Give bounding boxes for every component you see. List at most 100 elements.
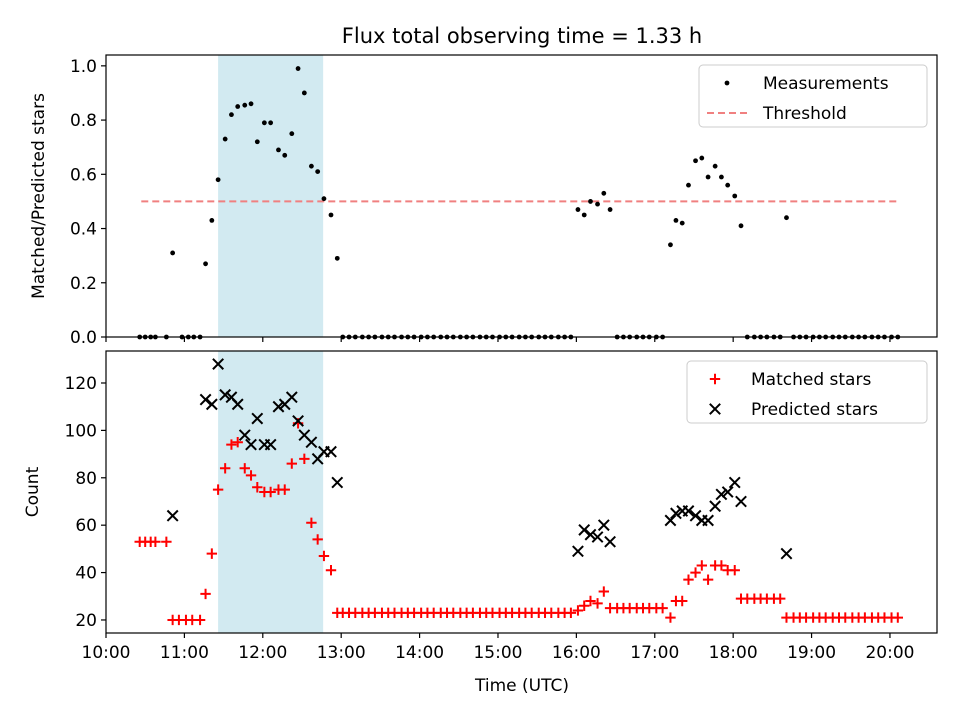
y-tick-label: 0.4 (70, 220, 97, 240)
y-tick-label: 0.0 (70, 328, 97, 348)
legend-label: Threshold (762, 104, 847, 124)
predicted-star-point (325, 445, 337, 458)
x-tick-label: 12:00 (238, 643, 287, 663)
matched-star-point (232, 437, 243, 448)
predicted-star-point (305, 436, 318, 449)
matched-star-point (245, 470, 257, 481)
bottom-ylabel: Count (23, 466, 43, 517)
predicted-star-point (572, 545, 584, 558)
y-tick-label: 40 (75, 564, 97, 584)
predicted-star-point (238, 429, 251, 442)
matched-star-point (775, 593, 786, 604)
top-ylabel: Matched/Predicted stars (29, 93, 49, 299)
measurement-point (328, 212, 334, 218)
x-tick-label: 14:00 (395, 643, 444, 663)
predicted-star-point (205, 398, 218, 411)
x-tick-label: 13:00 (317, 643, 366, 663)
matched-star-point (150, 536, 161, 547)
top-panel: 0.0 0.2 0.4 0.6 0.8 1.0 Matched/Predicted sta… (29, 54, 938, 348)
measurement-point (242, 102, 248, 108)
predicted-star-point (728, 476, 741, 489)
predicted-star-point (331, 476, 344, 489)
measurement-point (254, 139, 260, 145)
x-tick-label: 10:00 (82, 643, 131, 663)
legend-box (686, 360, 928, 424)
predicted-star-point (245, 438, 257, 451)
measurement-point (229, 112, 234, 118)
matched-star-point (219, 463, 231, 474)
measurement-point (725, 182, 731, 188)
legend-box (698, 64, 928, 128)
chart-title: Flux total observing time = 1.33 h (342, 24, 702, 48)
y-tick-label: 60 (75, 516, 97, 536)
measurement-point (686, 182, 691, 188)
measurement-point (321, 196, 327, 202)
measurement-point (276, 147, 281, 153)
matched-star-point (690, 567, 701, 578)
measurement-point (732, 193, 738, 199)
predicted-star-point (702, 514, 714, 527)
shaded-span (218, 55, 324, 337)
measurement-point (693, 158, 698, 164)
matched-star-point (696, 560, 708, 571)
measurement-point (215, 177, 221, 183)
predicted-star-point (591, 531, 604, 543)
predicted-star-point (272, 400, 285, 413)
matched-star-point (683, 574, 694, 585)
matched-star-point (729, 565, 740, 576)
measurement-point (607, 207, 613, 212)
x-tick-label: 18:00 (709, 643, 758, 663)
predicted-star-point (264, 438, 277, 451)
measurement-point (334, 255, 340, 261)
matched-star-point (206, 548, 218, 559)
predicted-star-point (584, 528, 597, 541)
y-tick-label: 0.8 (70, 111, 97, 131)
matched-star-point (585, 595, 596, 607)
x-tick-label: 20:00 (865, 643, 914, 663)
measurement-point (203, 261, 208, 267)
matched-star-point (194, 614, 206, 626)
legend-measurements-marker (724, 80, 730, 86)
y-tick-label: 0.6 (70, 165, 97, 185)
matched-star-point (716, 560, 727, 571)
measurement-point (581, 212, 587, 218)
legend-label: Matched stars (751, 370, 871, 390)
predicted-star-point (285, 391, 298, 404)
predicted-star-point (231, 398, 244, 411)
y-tick-label: 1.0 (70, 57, 97, 77)
predicted-star-point (578, 524, 591, 536)
measurement-point (705, 174, 711, 180)
predicted-star-point (780, 547, 793, 560)
matched-star-point (239, 463, 250, 474)
matched-star-point (299, 453, 310, 465)
predicted-star-point (219, 388, 232, 401)
predicted-star-point (689, 509, 702, 522)
legend-predicted-marker (709, 403, 721, 415)
x-tick-label: 11:00 (160, 643, 209, 663)
measurement-point (699, 155, 705, 161)
measurement-point (738, 223, 744, 229)
predicted-star-point (715, 488, 728, 501)
measurement-point (575, 207, 581, 212)
matched-star-point (892, 612, 904, 623)
matched-star-point (565, 607, 577, 619)
y-tick-label: 120 (65, 374, 97, 394)
matched-star-point (579, 600, 590, 611)
y-tick-label: 100 (65, 421, 97, 441)
matched-star-point (312, 534, 323, 545)
predicted-star-point (682, 505, 695, 517)
bottom-xlabel: Time (UTC) (474, 676, 569, 696)
predicted-star-point (212, 358, 225, 370)
measurement-point (719, 174, 724, 180)
matched-star-point (702, 574, 714, 585)
y-tick-label: 80 (75, 469, 97, 489)
measurement-point (170, 250, 176, 256)
legend-label: Predicted stars (751, 400, 878, 420)
measurement-point (784, 215, 789, 221)
bottom-plot-frame (105, 350, 938, 634)
measurement-point (235, 104, 241, 109)
x-tick-label: 17:00 (630, 643, 679, 663)
predicted-star-point (199, 393, 212, 406)
measurement-point (222, 136, 228, 142)
